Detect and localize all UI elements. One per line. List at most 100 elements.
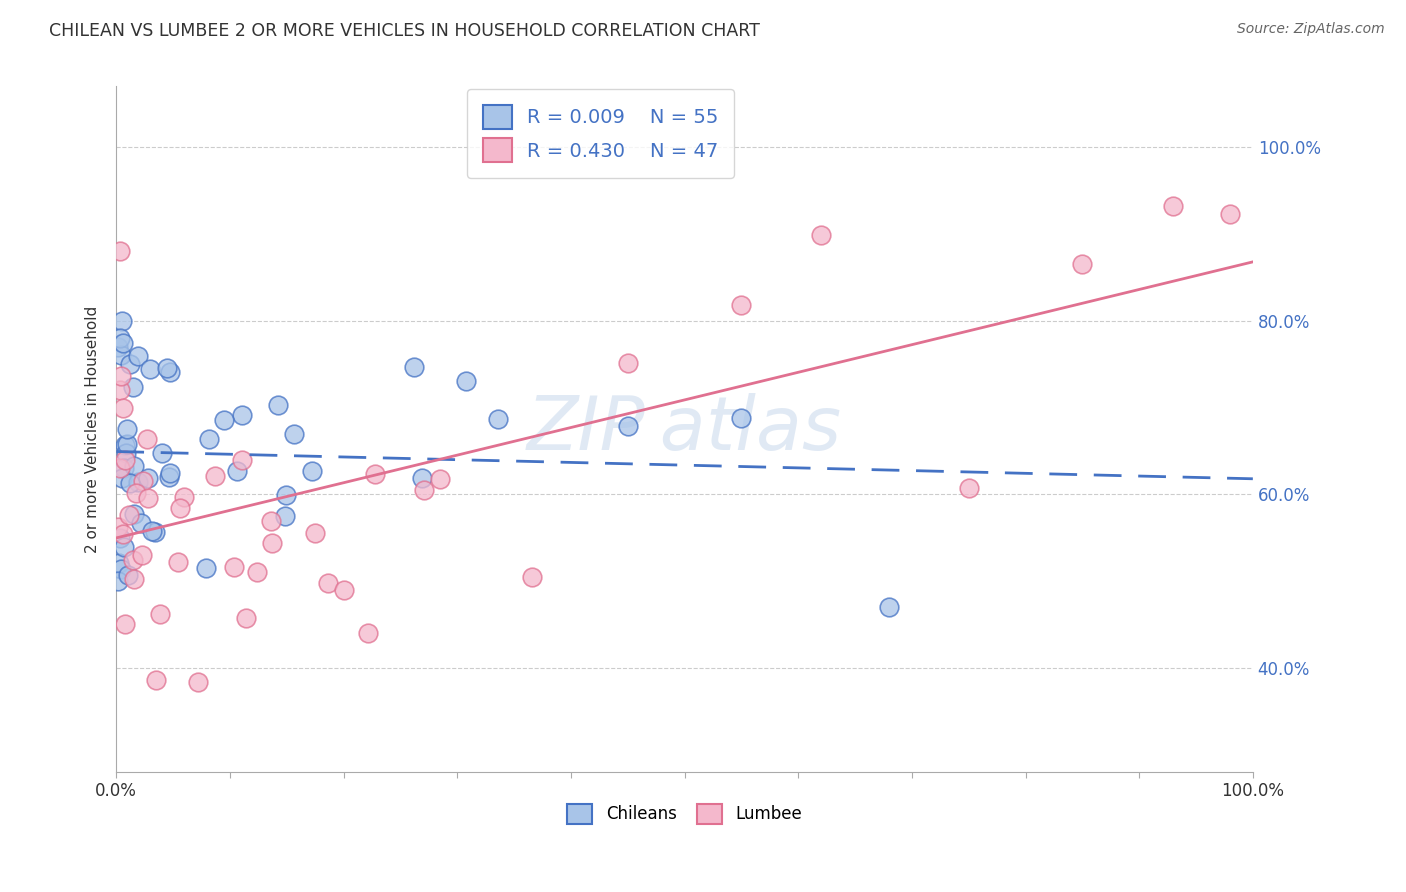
Point bbox=[111, 314, 134, 328]
Point bbox=[127, 475, 149, 489]
Point bbox=[108, 331, 131, 345]
Point bbox=[730, 298, 752, 312]
Point bbox=[135, 432, 157, 446]
Point bbox=[114, 617, 136, 632]
Point bbox=[212, 413, 235, 427]
Point bbox=[159, 466, 181, 480]
Point bbox=[127, 349, 149, 363]
Point bbox=[110, 348, 132, 362]
Point bbox=[141, 524, 163, 539]
Point bbox=[120, 475, 142, 490]
Point bbox=[108, 461, 131, 475]
Point bbox=[150, 446, 173, 460]
Point bbox=[118, 508, 141, 522]
Point bbox=[136, 491, 159, 505]
Text: ZIP atlas: ZIP atlas bbox=[527, 393, 842, 466]
Point bbox=[204, 469, 226, 483]
Point bbox=[108, 244, 131, 259]
Point bbox=[107, 574, 129, 588]
Point bbox=[231, 453, 253, 467]
Point bbox=[114, 452, 136, 467]
Point bbox=[231, 408, 253, 422]
Point bbox=[131, 548, 153, 562]
Point bbox=[194, 560, 217, 574]
Point bbox=[957, 481, 980, 495]
Point bbox=[157, 469, 180, 483]
Point bbox=[108, 531, 131, 545]
Point bbox=[114, 438, 136, 452]
Point bbox=[316, 575, 339, 590]
Point bbox=[1219, 207, 1241, 221]
Point bbox=[276, 488, 298, 502]
Point bbox=[283, 427, 305, 442]
Point bbox=[198, 433, 221, 447]
Point bbox=[225, 464, 247, 478]
Point bbox=[112, 527, 135, 541]
Point bbox=[120, 357, 142, 371]
Point bbox=[122, 572, 145, 586]
Point bbox=[877, 600, 900, 615]
Point bbox=[115, 437, 138, 451]
Point bbox=[456, 374, 478, 388]
Point bbox=[107, 340, 129, 354]
Point bbox=[136, 471, 159, 485]
Point bbox=[357, 625, 380, 640]
Point bbox=[730, 411, 752, 425]
Point bbox=[121, 380, 143, 394]
Point bbox=[260, 514, 283, 528]
Point bbox=[122, 507, 145, 521]
Point bbox=[187, 674, 209, 689]
Point bbox=[616, 419, 638, 434]
Text: CHILEAN VS LUMBEE 2 OR MORE VEHICLES IN HOUSEHOLD CORRELATION CHART: CHILEAN VS LUMBEE 2 OR MORE VEHICLES IN … bbox=[49, 22, 761, 40]
Point bbox=[413, 483, 436, 497]
Text: Source: ZipAtlas.com: Source: ZipAtlas.com bbox=[1237, 22, 1385, 37]
Point bbox=[274, 508, 297, 523]
Point bbox=[1071, 257, 1094, 271]
Point bbox=[429, 472, 451, 486]
Point bbox=[108, 383, 131, 397]
Point bbox=[112, 540, 135, 554]
Point bbox=[260, 536, 283, 550]
Point bbox=[115, 422, 138, 436]
Point bbox=[411, 471, 433, 485]
Point bbox=[173, 490, 195, 504]
Point bbox=[112, 336, 135, 351]
Point bbox=[235, 611, 257, 625]
Point bbox=[486, 412, 509, 426]
Point bbox=[1161, 199, 1184, 213]
Point bbox=[117, 568, 139, 582]
Point bbox=[246, 565, 269, 579]
Point bbox=[110, 562, 132, 576]
Point bbox=[112, 401, 135, 415]
Point bbox=[301, 465, 323, 479]
Point bbox=[124, 458, 146, 473]
Point bbox=[112, 460, 135, 475]
Point bbox=[110, 369, 132, 384]
Point bbox=[107, 520, 129, 534]
Point bbox=[108, 557, 131, 571]
Point bbox=[159, 365, 181, 379]
Point bbox=[121, 552, 143, 566]
Point bbox=[222, 559, 245, 574]
Point bbox=[132, 474, 155, 488]
Point bbox=[149, 607, 172, 621]
Legend: Chileans, Lumbee: Chileans, Lumbee bbox=[560, 796, 810, 832]
Point bbox=[364, 467, 387, 482]
Point bbox=[143, 525, 166, 540]
Point bbox=[156, 361, 179, 376]
Y-axis label: 2 or more Vehicles in Household: 2 or more Vehicles in Household bbox=[86, 306, 100, 553]
Point bbox=[810, 227, 832, 242]
Point bbox=[267, 398, 290, 412]
Point bbox=[166, 555, 188, 569]
Point bbox=[111, 471, 134, 485]
Point bbox=[520, 570, 543, 584]
Point bbox=[129, 516, 152, 531]
Point bbox=[169, 501, 191, 516]
Point bbox=[333, 582, 356, 597]
Point bbox=[402, 359, 425, 374]
Point bbox=[304, 525, 326, 540]
Point bbox=[616, 356, 638, 370]
Point bbox=[145, 673, 167, 687]
Point bbox=[125, 486, 148, 500]
Point bbox=[114, 446, 136, 460]
